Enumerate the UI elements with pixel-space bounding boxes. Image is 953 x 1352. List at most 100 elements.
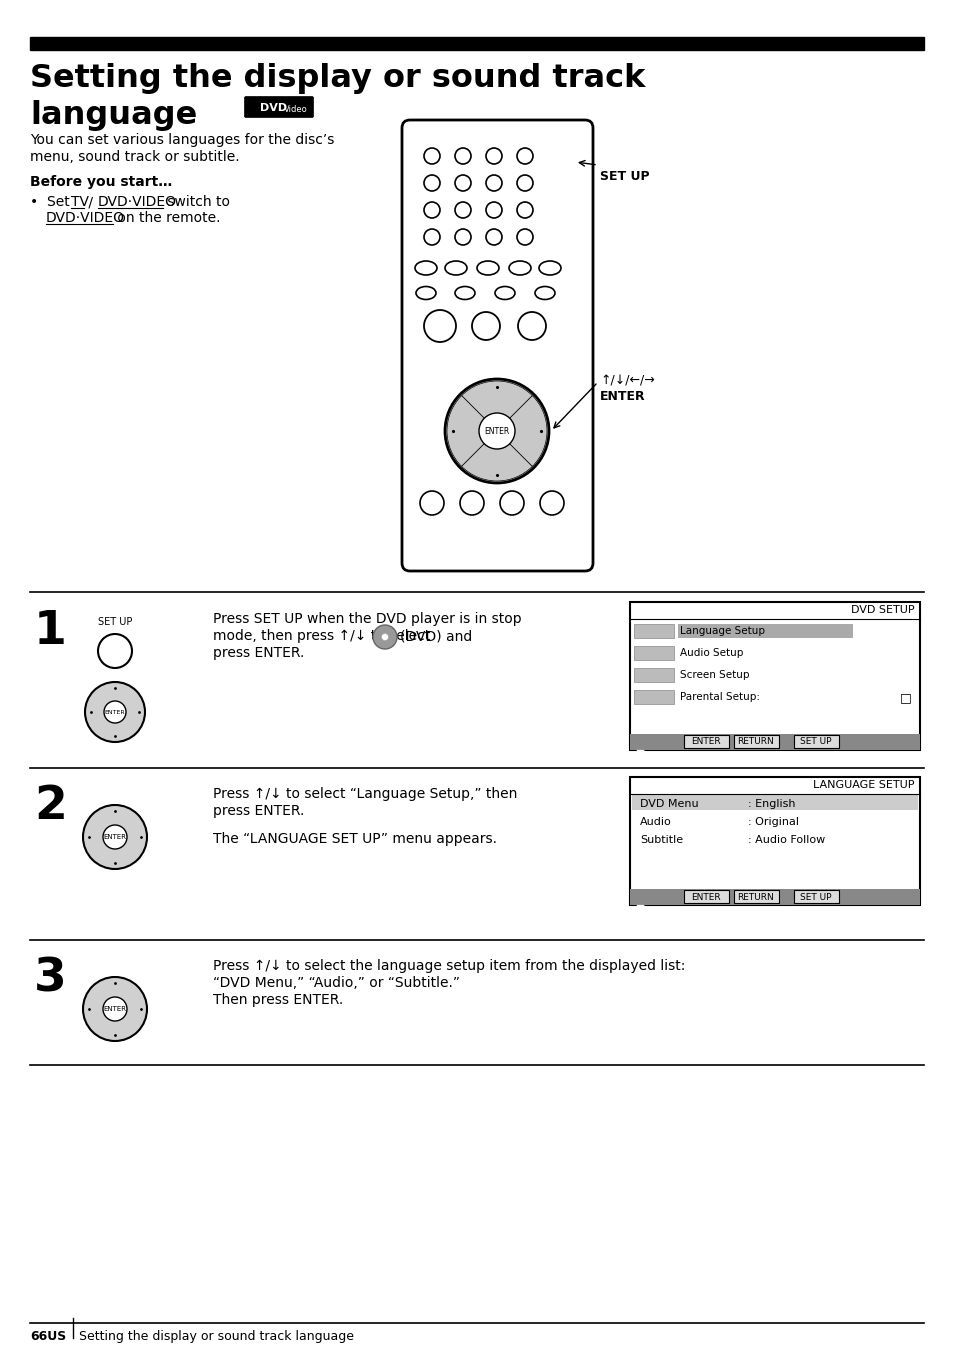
Bar bbox=[793, 890, 838, 903]
Circle shape bbox=[423, 201, 439, 218]
Text: press ENTER.: press ENTER. bbox=[213, 646, 304, 660]
Circle shape bbox=[423, 174, 439, 191]
Circle shape bbox=[517, 201, 533, 218]
Circle shape bbox=[104, 700, 126, 723]
Text: press ENTER.: press ENTER. bbox=[213, 804, 304, 818]
Text: Before you start…: Before you start… bbox=[30, 174, 172, 189]
Text: 1: 1 bbox=[34, 608, 67, 654]
Circle shape bbox=[103, 825, 127, 849]
Circle shape bbox=[444, 379, 548, 483]
Text: •  Set: • Set bbox=[30, 195, 74, 210]
Circle shape bbox=[423, 310, 456, 342]
Text: ENTER: ENTER bbox=[599, 389, 645, 403]
Ellipse shape bbox=[538, 261, 560, 274]
Circle shape bbox=[83, 804, 147, 869]
Circle shape bbox=[485, 228, 501, 245]
Bar bbox=[793, 735, 838, 748]
Bar bbox=[629, 602, 919, 750]
Text: ENTER: ENTER bbox=[691, 737, 720, 746]
Text: 66US: 66US bbox=[30, 1330, 66, 1343]
Bar bbox=[30, 37, 923, 50]
Circle shape bbox=[472, 312, 499, 339]
Text: mode, then press ↑/↓ to select: mode, then press ↑/↓ to select bbox=[213, 629, 430, 644]
Text: ENTER: ENTER bbox=[103, 1006, 127, 1013]
Bar bbox=[683, 735, 728, 748]
Text: Setting the display or sound track: Setting the display or sound track bbox=[30, 64, 644, 95]
Wedge shape bbox=[497, 396, 546, 466]
Circle shape bbox=[517, 228, 533, 245]
Text: Parental Setup:: Parental Setup: bbox=[679, 692, 760, 702]
Circle shape bbox=[455, 174, 471, 191]
Text: ENTER: ENTER bbox=[484, 426, 509, 435]
Text: 2: 2 bbox=[34, 784, 67, 829]
Ellipse shape bbox=[415, 261, 436, 274]
Circle shape bbox=[478, 412, 515, 449]
Text: RETURN: RETURN bbox=[737, 892, 774, 902]
Circle shape bbox=[459, 491, 483, 515]
Circle shape bbox=[85, 681, 145, 742]
Text: (DVD) and: (DVD) and bbox=[399, 629, 472, 644]
Bar bbox=[629, 734, 919, 750]
Text: DVD·VIDEO: DVD·VIDEO bbox=[46, 211, 125, 224]
Bar bbox=[733, 890, 779, 903]
Circle shape bbox=[517, 312, 545, 339]
Circle shape bbox=[455, 147, 471, 164]
Circle shape bbox=[98, 634, 132, 668]
Text: TV: TV bbox=[71, 195, 89, 210]
Bar bbox=[634, 625, 673, 638]
Circle shape bbox=[423, 228, 439, 245]
Ellipse shape bbox=[455, 287, 475, 300]
Text: DVD: DVD bbox=[260, 103, 287, 114]
Ellipse shape bbox=[509, 261, 531, 274]
Text: ■▶: ■▶ bbox=[635, 903, 649, 913]
Text: Press ↑/↓ to select the language setup item from the displayed list:: Press ↑/↓ to select the language setup i… bbox=[213, 959, 684, 973]
Text: : Audio Follow: : Audio Follow bbox=[747, 836, 824, 845]
Circle shape bbox=[423, 147, 439, 164]
Text: Subtitle: Subtitle bbox=[639, 836, 682, 845]
Bar bbox=[634, 646, 673, 660]
Bar bbox=[733, 735, 779, 748]
Ellipse shape bbox=[476, 261, 498, 274]
Text: on the remote.: on the remote. bbox=[112, 211, 220, 224]
Ellipse shape bbox=[495, 287, 515, 300]
FancyBboxPatch shape bbox=[244, 96, 314, 118]
Wedge shape bbox=[447, 396, 497, 466]
Text: □: □ bbox=[900, 691, 911, 704]
Circle shape bbox=[83, 977, 147, 1041]
Text: SET UP: SET UP bbox=[800, 737, 831, 746]
Text: menu, sound track or subtitle.: menu, sound track or subtitle. bbox=[30, 150, 239, 164]
Text: You can set various languages for the disc’s: You can set various languages for the di… bbox=[30, 132, 334, 147]
Ellipse shape bbox=[444, 261, 467, 274]
Text: Language Setup: Language Setup bbox=[679, 626, 764, 635]
Text: Setting the display or sound track language: Setting the display or sound track langu… bbox=[79, 1330, 354, 1343]
Bar bbox=[678, 625, 852, 638]
Text: language: language bbox=[30, 100, 197, 131]
Text: ↑/↓/←/→: ↑/↓/←/→ bbox=[599, 375, 654, 387]
Circle shape bbox=[539, 491, 563, 515]
Text: Screen Setup: Screen Setup bbox=[679, 671, 749, 680]
Text: /: / bbox=[84, 195, 97, 210]
Text: 3: 3 bbox=[34, 956, 67, 1000]
Circle shape bbox=[381, 634, 388, 641]
Text: ENTER: ENTER bbox=[691, 892, 720, 902]
Text: RETURN: RETURN bbox=[737, 737, 774, 746]
Text: Then press ENTER.: Then press ENTER. bbox=[213, 992, 343, 1007]
Text: SET UP: SET UP bbox=[599, 170, 649, 183]
Circle shape bbox=[419, 491, 443, 515]
Circle shape bbox=[485, 201, 501, 218]
Text: : Original: : Original bbox=[747, 817, 799, 827]
Text: DVD·VIDEO: DVD·VIDEO bbox=[98, 195, 177, 210]
Text: Video: Video bbox=[284, 105, 308, 115]
Circle shape bbox=[103, 996, 127, 1021]
Bar bbox=[634, 668, 673, 681]
Wedge shape bbox=[461, 431, 532, 481]
Text: Press ↑/↓ to select “Language Setup,” then: Press ↑/↓ to select “Language Setup,” th… bbox=[213, 787, 517, 800]
FancyBboxPatch shape bbox=[401, 120, 593, 571]
Text: Audio: Audio bbox=[639, 817, 671, 827]
Text: ENTER: ENTER bbox=[103, 834, 127, 840]
Bar bbox=[634, 690, 673, 704]
Text: ENTER: ENTER bbox=[105, 710, 125, 714]
Circle shape bbox=[499, 491, 523, 515]
Circle shape bbox=[455, 201, 471, 218]
Bar bbox=[629, 890, 919, 904]
